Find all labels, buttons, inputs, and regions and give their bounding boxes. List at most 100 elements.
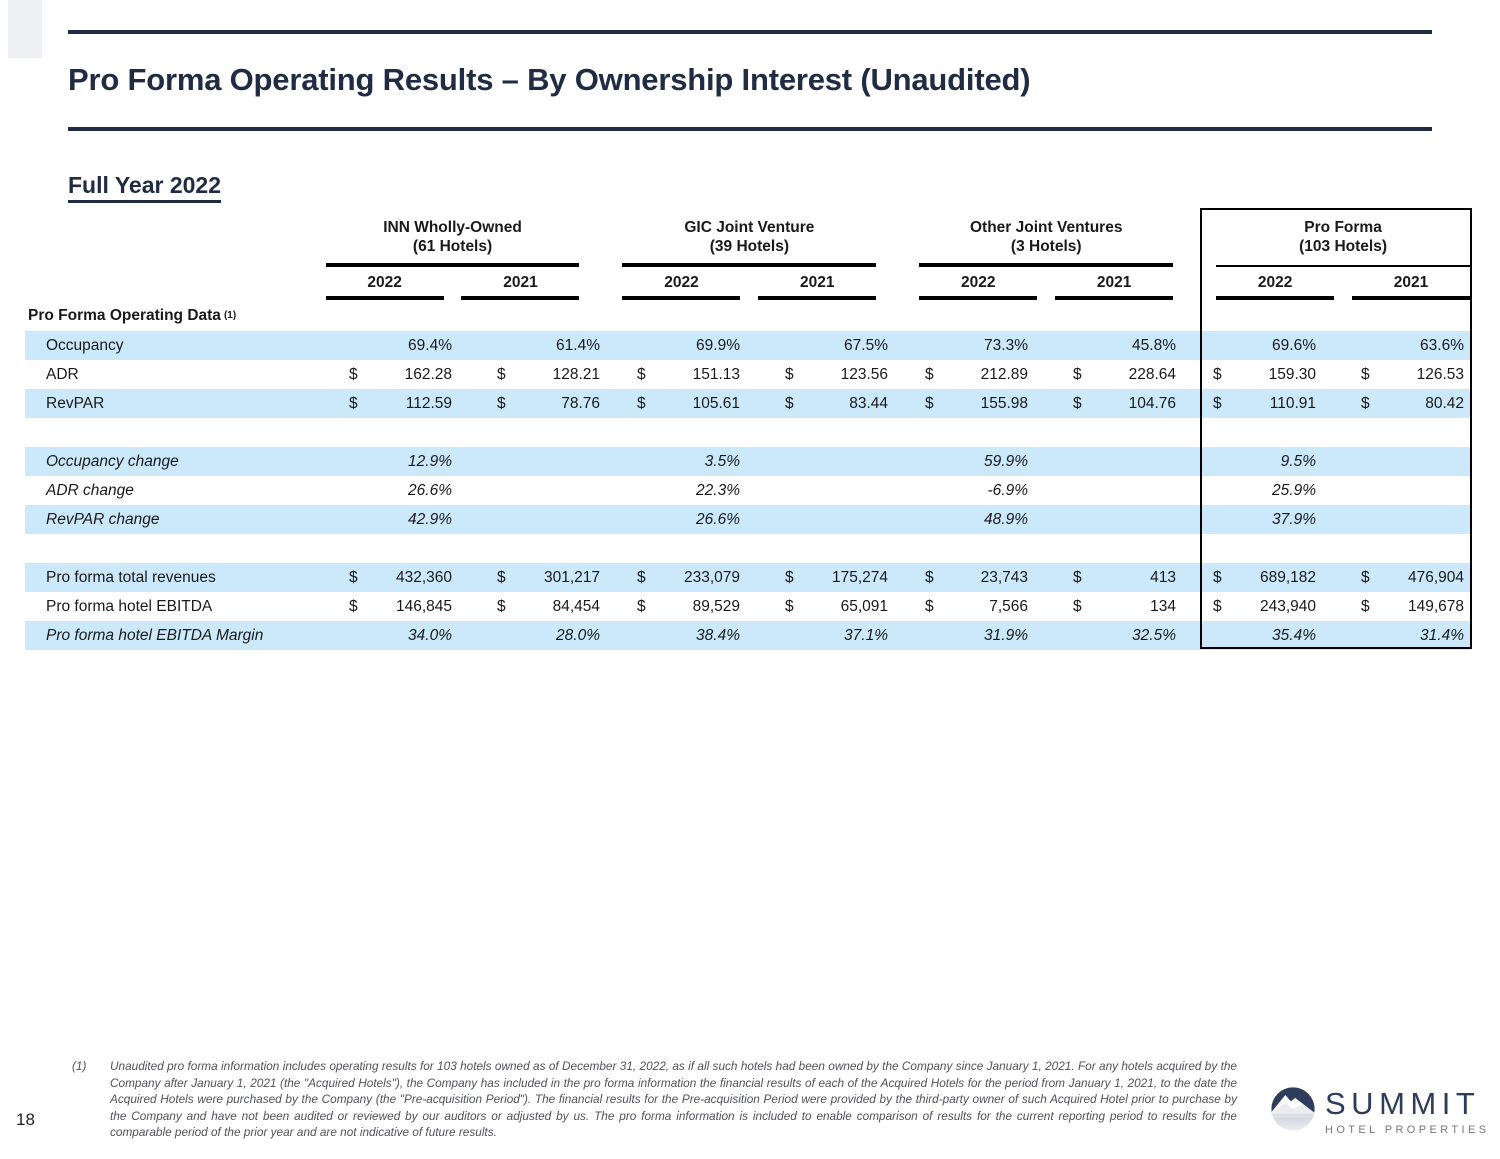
group-years: 2022 2021 [325,274,580,300]
value-cell: $155.98 [916,395,1034,413]
year-header: 2022 [325,274,444,300]
cell-value: 3.5% [704,452,740,470]
year-header: 2022 [919,274,1038,300]
group-title: Other Joint Ventures (3 Hotels) [919,210,1174,267]
value-cell: 73.3% [916,337,1034,355]
dollar-sign: $ [925,394,934,412]
top-rule [68,30,1432,34]
cell-value: -6.9% [987,481,1029,499]
value-cell: $162.28 [340,366,458,384]
dollar-sign: $ [1361,365,1370,383]
value-cell: $159.30 [1204,366,1322,384]
table-row: RevPAR $112.59 $78.76 $105.61 $83.44 $155.98 $… [25,389,1470,418]
cell-value: 689,182 [1259,568,1316,586]
dollar-sign: $ [1361,568,1370,586]
dollar-sign: $ [349,568,358,586]
cell-value: 301,217 [543,568,600,586]
value-cell: 26.6% [340,482,458,500]
group-title: INN Wholly-Owned (61 Hotels) [325,210,580,267]
group-title: GIC Joint Venture (39 Hotels) [622,210,877,267]
cell-value: 48.9% [984,510,1028,528]
cell-value: 26.6% [408,481,452,499]
value-cell: $80.42 [1352,395,1470,413]
value-cell: $23,743 [916,569,1034,587]
value-cell: $126.53 [1352,366,1470,384]
cell-value: 243,940 [1259,597,1316,615]
cell-value: 32.5% [1132,626,1176,644]
dollar-sign: $ [1213,597,1222,615]
cell-value: 155.98 [980,394,1028,412]
value-cell: 9.5% [1204,453,1322,471]
value-cell: $104.76 [1064,395,1182,413]
value-cell: $151.13 [628,366,746,384]
dollar-sign: $ [1073,394,1082,412]
column-group-inn: INN Wholly-Owned (61 Hotels) 2022 2021 [325,210,580,300]
cell-value: 175,274 [831,568,888,586]
dollar-sign: $ [349,394,358,412]
value-cell: 37.9% [1204,511,1322,529]
row-label: Occupancy change [46,452,179,470]
header-label-spacer [25,210,326,300]
cell-value: 25.9% [1272,481,1316,499]
dollar-sign: $ [785,365,794,383]
cell-value: 228.64 [1128,365,1176,383]
dollar-sign: $ [925,568,934,586]
value-cell: 35.4% [1204,627,1322,645]
cell-value: 69.4% [408,336,452,354]
cell-value: 23,743 [980,568,1028,586]
cell-value: 89,529 [692,597,740,615]
row-label: Pro forma total revenues [46,568,216,586]
value-cell: 48.9% [916,511,1034,529]
cell-value: 123.56 [840,365,888,383]
value-cell: 22.3% [628,482,746,500]
dollar-sign: $ [1213,365,1222,383]
cell-value: 104.76 [1128,394,1176,412]
row-label: Pro forma hotel EBITDA [46,597,213,615]
cell-value: 45.8% [1132,336,1176,354]
value-cell: $112.59 [340,395,458,413]
value-cell: $301,217 [488,569,606,587]
value-cell: $146,845 [340,598,458,616]
footnote-ref: (1) [72,1059,87,1073]
value-cell: $65,091 [776,598,894,616]
period-subtitle: Full Year 2022 [68,172,222,203]
dollar-sign: $ [1073,365,1082,383]
value-cell: 32.5% [1064,627,1182,645]
cell-value: 12.9% [408,452,452,470]
dollar-sign: $ [497,597,506,615]
value-cell: $233,079 [628,569,746,587]
cell-value: 69.9% [696,336,740,354]
cell-value: 9.5% [1280,452,1316,470]
cell-value: 59.9% [984,452,1028,470]
value-cell: 45.8% [1064,337,1182,355]
value-cell: 34.0% [340,627,458,645]
dollar-sign: $ [785,597,794,615]
cell-value: 134 [1150,597,1176,615]
group-name: INN Wholly-Owned [383,219,522,236]
value-cell: $476,904 [1352,569,1470,587]
dollar-sign: $ [637,365,646,383]
operating-results-table: INN Wholly-Owned (61 Hotels) 2022 2021 G… [25,208,1472,650]
table-spacer-row [25,534,1470,563]
year-header: 2021 [1351,274,1470,300]
value-cell: 3.5% [628,453,746,471]
column-group-pro-forma: Pro Forma (103 Hotels) 2022 2021 [1216,210,1470,300]
dollar-sign: $ [1073,568,1082,586]
dollar-sign: $ [497,568,506,586]
value-cell: 63.6% [1352,337,1470,355]
cell-value: 31.9% [984,626,1028,644]
group-name: GIC Joint Venture [684,219,815,236]
cell-value: 151.13 [692,365,740,383]
cell-value: 61.4% [556,336,600,354]
value-cell: $89,529 [628,598,746,616]
value-cell: $110.91 [1204,395,1322,413]
column-group-other-jv: Other Joint Ventures (3 Hotels) 2022 202… [919,210,1174,300]
table-row: ADR $162.28 $128.21 $151.13 $123.56 $212.89 $2… [25,360,1470,389]
group-gap [898,210,919,300]
row-label: Pro forma hotel EBITDA Margin [46,626,264,644]
value-cell: $243,940 [1204,598,1322,616]
corner-accent [8,0,42,58]
value-cell: $78.76 [488,395,606,413]
value-cell: 69.4% [340,337,458,355]
